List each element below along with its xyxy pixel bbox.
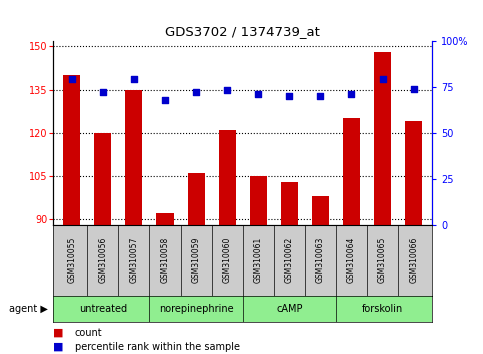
Text: cAMP: cAMP <box>276 304 302 314</box>
Text: GSM310057: GSM310057 <box>129 237 139 284</box>
Bar <box>187 173 205 225</box>
Bar <box>94 133 112 225</box>
Text: GSM310055: GSM310055 <box>67 237 76 284</box>
Bar <box>156 213 173 225</box>
Point <box>130 76 138 82</box>
Point <box>192 90 200 95</box>
Text: GSM310063: GSM310063 <box>316 237 325 284</box>
Bar <box>405 121 422 225</box>
Text: agent ▶: agent ▶ <box>10 304 48 314</box>
Text: GSM310065: GSM310065 <box>378 237 387 284</box>
Text: untreated: untreated <box>79 304 127 314</box>
Point <box>99 90 107 95</box>
Bar <box>374 52 391 225</box>
Point <box>410 86 417 91</box>
Bar <box>281 182 298 225</box>
Text: percentile rank within the sample: percentile rank within the sample <box>75 342 240 352</box>
Text: norepinephrine: norepinephrine <box>159 304 233 314</box>
Point <box>348 91 355 97</box>
Point <box>223 87 231 93</box>
Bar <box>63 75 80 225</box>
Bar <box>219 130 236 225</box>
Point <box>255 91 262 97</box>
Text: GSM310062: GSM310062 <box>285 237 294 283</box>
Text: forskolin: forskolin <box>362 304 403 314</box>
Text: ■: ■ <box>53 328 64 338</box>
Bar <box>250 176 267 225</box>
Text: GSM310066: GSM310066 <box>409 237 418 284</box>
Text: GSM310060: GSM310060 <box>223 237 232 284</box>
Text: GSM310064: GSM310064 <box>347 237 356 284</box>
Text: GSM310058: GSM310058 <box>160 237 170 283</box>
Point <box>68 76 76 82</box>
Text: GSM310056: GSM310056 <box>99 237 107 284</box>
Title: GDS3702 / 1374739_at: GDS3702 / 1374739_at <box>165 25 320 38</box>
Point <box>379 76 386 82</box>
Text: GSM310059: GSM310059 <box>192 237 200 284</box>
Text: GSM310061: GSM310061 <box>254 237 263 283</box>
Point <box>161 97 169 102</box>
Point <box>316 93 324 99</box>
Bar <box>126 90 142 225</box>
Bar <box>343 118 360 225</box>
Text: count: count <box>75 328 102 338</box>
Text: ■: ■ <box>53 342 64 352</box>
Bar <box>312 196 329 225</box>
Point <box>285 93 293 99</box>
